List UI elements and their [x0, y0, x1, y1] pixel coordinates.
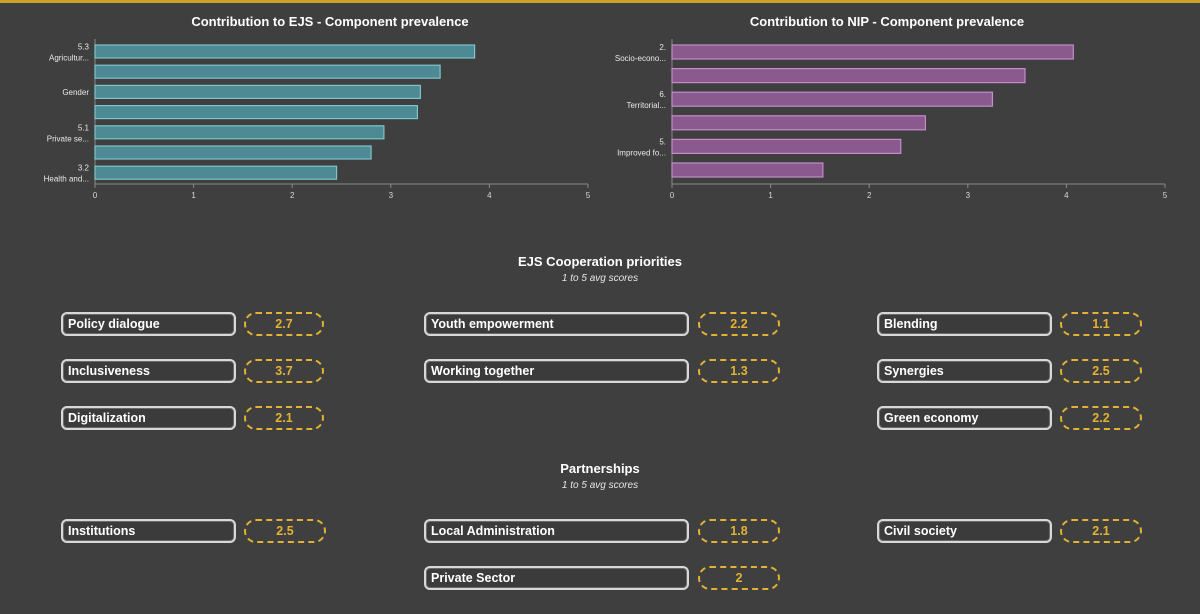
nip-bar [671, 91, 994, 107]
cooperation-title: EJS Cooperation priorities [518, 254, 682, 269]
ejs-chart-title: Contribution to EJS - Component prevalen… [191, 14, 469, 29]
priority-score: 2.5 [1060, 359, 1142, 383]
partnership-label: Local Administration [424, 519, 689, 543]
cooperation-subtitle: 1 to 5 avg scores [561, 273, 639, 284]
nip-chart-svg: 2. Socio-econo... 6. Territorial... 5. Improv… [615, 39, 1168, 200]
priority-card-inclusiveness: Inclusiveness 3.7 [61, 359, 324, 383]
partnership-label: Civil society [877, 519, 1052, 543]
partnership-score: 2.5 [244, 519, 326, 543]
partnership-label: Private Sector [424, 566, 689, 590]
ejs-bar [94, 64, 441, 79]
priority-score: 2.2 [698, 312, 780, 336]
priority-score: 2.7 [244, 312, 324, 336]
top-accent-bar [0, 0, 1200, 3]
priority-label: Policy dialogue [61, 312, 236, 336]
priority-label: Blending [877, 312, 1052, 336]
priority-card-digitalization: Digitalization 2.1 [61, 406, 324, 430]
partnerships-title: Partnerships [560, 461, 640, 476]
ejs-category-label: 3.2 [78, 164, 90, 173]
ejs-bar [94, 165, 338, 180]
nip-bar [671, 115, 927, 131]
nip-bar [671, 162, 824, 178]
ejs-tick-label: 2 [290, 191, 295, 200]
nip-tick-label: 0 [670, 191, 675, 200]
priority-label: Working together [424, 359, 689, 383]
ejs-tick-label: 4 [487, 191, 492, 200]
priority-label: Green economy [877, 406, 1052, 430]
nip-category-label: 2. [659, 43, 666, 52]
partnership-card-civil-society: Civil society 2.1 [877, 519, 1142, 543]
priority-card-green-economy: Green economy 2.2 [877, 406, 1142, 430]
priority-card-synergies: Synergies 2.5 [877, 359, 1142, 383]
nip-category-label: Socio-econo... [615, 54, 666, 63]
nip-tick-label: 3 [966, 191, 971, 200]
priority-score: 1.3 [698, 359, 780, 383]
ejs-category-label: Private se... [47, 134, 89, 143]
ejs-category-label: 5.3 [78, 43, 90, 52]
partnership-score: 2 [698, 566, 780, 590]
ejs-bar [94, 44, 476, 59]
ejs-tick-label: 5 [586, 191, 591, 200]
ejs-tick-label: 3 [389, 191, 394, 200]
priority-label: Inclusiveness [61, 359, 236, 383]
partnership-score: 1.8 [698, 519, 780, 543]
nip-bar [671, 67, 1026, 84]
nip-tick-label: 4 [1064, 191, 1069, 200]
nip-tick-label: 5 [1163, 191, 1168, 200]
nip-bar [671, 44, 1074, 60]
ejs-chart-svg: 5.3 Agricultur... Gender 5.1 Private se... 3.… [44, 39, 591, 200]
priority-card-working-together: Working together 1.3 [424, 359, 780, 383]
priority-card-policy-dialogue: Policy dialogue 2.7 [61, 312, 324, 336]
ejs-bar [94, 125, 385, 140]
nip-category-label: Improved fo... [617, 148, 666, 157]
priority-score: 2.1 [244, 406, 324, 430]
ejs-bar [94, 84, 421, 100]
ejs-tick-label: 1 [191, 191, 196, 200]
ejs-category-label: 5.1 [78, 123, 90, 132]
priority-score: 2.2 [1060, 406, 1142, 430]
nip-component-chart: Contribution to NIP - Component prevalen… [600, 8, 1200, 223]
priority-label: Digitalization [61, 406, 236, 430]
ejs-bar [94, 145, 372, 160]
priority-label: Synergies [877, 359, 1052, 383]
ejs-category-label: Agricultur... [49, 54, 89, 63]
partnership-card-institutions: Institutions 2.5 [61, 519, 326, 543]
nip-category-label: Territorial... [626, 101, 666, 110]
ejs-bar [94, 104, 419, 120]
priority-label: Youth empowerment [424, 312, 689, 336]
nip-bar [671, 138, 902, 154]
nip-category-label: 6. [659, 90, 666, 99]
ejs-category-label: Gender [62, 88, 89, 97]
priority-score: 3.7 [244, 359, 324, 383]
partnership-card-local-administration: Local Administration 1.8 [424, 519, 780, 543]
ejs-category-label: Health and... [44, 175, 89, 184]
ejs-component-chart: Contribution to EJS - Component prevalen… [0, 8, 600, 223]
partnership-card-private-sector: Private Sector 2 [424, 566, 780, 590]
partnership-label: Institutions [61, 519, 236, 543]
priority-score: 1.1 [1060, 312, 1142, 336]
priority-card-blending: Blending 1.1 [877, 312, 1142, 336]
ejs-tick-label: 0 [93, 191, 98, 200]
partnerships-subtitle: 1 to 5 avg scores [561, 480, 639, 491]
partnership-score: 2.1 [1060, 519, 1142, 543]
nip-category-label: 5. [659, 137, 666, 146]
nip-tick-label: 2 [867, 191, 872, 200]
nip-tick-label: 1 [768, 191, 773, 200]
priority-card-youth-empowerment: Youth empowerment 2.2 [424, 312, 780, 336]
nip-chart-title: Contribution to NIP - Component prevalen… [749, 14, 1025, 29]
